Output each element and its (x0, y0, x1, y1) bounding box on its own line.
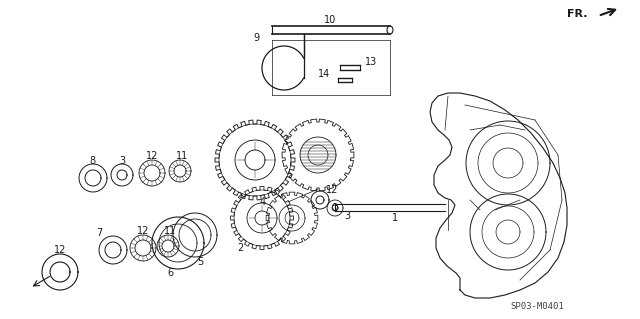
Text: 3: 3 (344, 211, 350, 221)
Text: 7: 7 (96, 228, 102, 238)
Text: 14: 14 (317, 69, 330, 79)
Text: SP03-M0401: SP03-M0401 (510, 302, 564, 311)
Text: 1: 1 (392, 213, 398, 223)
Text: 12: 12 (146, 151, 158, 161)
Text: 10: 10 (324, 15, 336, 25)
Text: 9: 9 (253, 33, 259, 43)
Text: 3: 3 (119, 156, 125, 166)
Text: 6: 6 (167, 268, 173, 278)
Text: 11: 11 (176, 151, 188, 161)
Text: 5: 5 (197, 257, 203, 267)
Text: 2: 2 (237, 243, 243, 253)
Text: FR.: FR. (566, 9, 587, 19)
Text: 8: 8 (89, 156, 95, 166)
Text: 11: 11 (164, 226, 176, 236)
Text: 12: 12 (137, 226, 149, 236)
Text: 4: 4 (260, 197, 266, 207)
Text: 12: 12 (326, 185, 338, 195)
Text: 12: 12 (54, 245, 66, 255)
Text: 13: 13 (365, 57, 377, 67)
